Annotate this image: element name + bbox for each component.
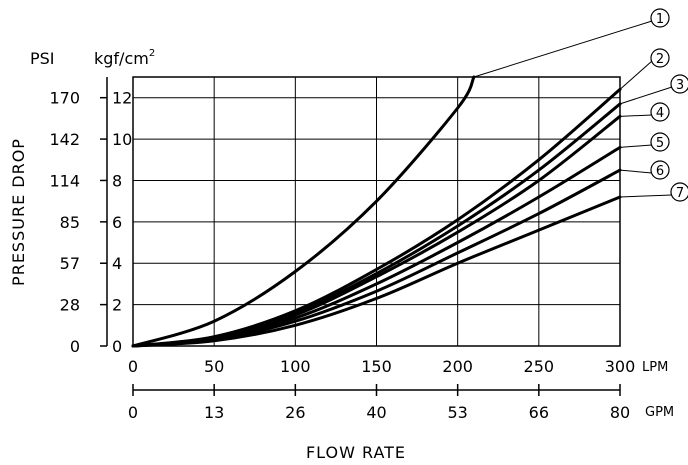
- marker-circle-2: [650, 48, 670, 68]
- marker-leader-5: [619, 144, 653, 148]
- x-tick-label-gpm: 26: [285, 403, 305, 422]
- marker-circle-3: [670, 74, 688, 94]
- marker-circle-6: [650, 160, 670, 180]
- x-axis-lpm-ticks: 0 50 100 150 200 250 300: [128, 357, 635, 376]
- x-tick-label-gpm: 13: [204, 403, 224, 422]
- x-tick-label-lpm: 300: [605, 357, 636, 376]
- series-label-4: 4: [656, 106, 664, 121]
- kgf-unit-base: kgf/cm: [94, 49, 149, 68]
- x-tick-label-lpm: 250: [524, 357, 555, 376]
- y-tick-label-psi: 170: [49, 89, 80, 108]
- y-tick-label-psi: 142: [49, 130, 80, 149]
- lpm-unit-label: LPM: [642, 360, 668, 375]
- marker-leader-3: [619, 86, 673, 105]
- y-tick-label-psi: 0: [70, 337, 80, 356]
- x-axis-gpm-ticks: 0 13 26 40 53 66 80: [128, 384, 630, 422]
- y-axis-title: PRESSURE DROP: [9, 138, 28, 286]
- marker-circle-5: [650, 132, 670, 152]
- x-tick-label-lpm: 150: [361, 357, 392, 376]
- series-label-7: 7: [676, 186, 684, 201]
- x-tick-label-lpm: 200: [442, 357, 473, 376]
- x-axis-title: FLOW RATE: [306, 443, 406, 462]
- marker-circle-7: [670, 182, 688, 202]
- y-tick-label-kgf: 10: [112, 130, 132, 149]
- y-tick-label-psi: 28: [60, 296, 80, 315]
- series-label-5: 5: [656, 136, 664, 151]
- y-tick-label-psi: 114: [49, 171, 80, 190]
- series-label-3: 3: [676, 78, 684, 93]
- series-label-6: 6: [656, 164, 664, 179]
- y-tick-label-kgf: 2: [112, 296, 122, 315]
- x-tick-label-gpm: 80: [610, 403, 630, 422]
- gpm-unit-label: GPM: [645, 405, 674, 420]
- marker-leader-6: [619, 169, 653, 174]
- marker-circle-1: [650, 8, 670, 28]
- x-tick-label-lpm: 0: [128, 357, 138, 376]
- y-tick-label-kgf: 12: [112, 89, 132, 108]
- kgf-unit-label: kgf/cm2: [94, 48, 155, 68]
- x-tick-label-gpm: 40: [366, 403, 386, 422]
- x-tick-label-gpm: 53: [447, 403, 467, 422]
- x-tick-label-gpm: 66: [529, 403, 549, 422]
- curve-1: [131, 75, 476, 348]
- y-axis-ticks: 0 0 2 28 4 57 6 85 8 114 10 142 12 170: [49, 89, 132, 356]
- x-tick-label-lpm: 100: [280, 357, 311, 376]
- y-tick-label-kgf: 8: [112, 171, 122, 190]
- x-tick-label-lpm: 50: [204, 357, 224, 376]
- y-tick-label-psi: 85: [60, 213, 80, 232]
- curves: [131, 75, 622, 348]
- marker-leader-2: [619, 60, 653, 90]
- y-tick-label-kgf: 6: [112, 213, 122, 232]
- marker-circle-4: [650, 102, 670, 122]
- curve-markers: 1 234 5 67: [473, 8, 688, 202]
- y-tick-label-psi: 57: [60, 254, 80, 273]
- y-tick-label-kgf: 0: [112, 337, 122, 356]
- marker-leader-7: [619, 194, 673, 198]
- psi-unit-label: PSI: [30, 49, 55, 68]
- y-tick-label-kgf: 4: [112, 254, 122, 273]
- marker-leader-1: [473, 20, 653, 78]
- series-label-2: 2: [656, 52, 664, 67]
- series-label-1: 1: [656, 12, 664, 27]
- plot-frame: [132, 76, 621, 347]
- marker-leader-4: [619, 114, 653, 117]
- grid: [133, 77, 620, 346]
- kgf-unit-sup: 2: [149, 48, 155, 59]
- x-tick-label-gpm: 0: [128, 403, 138, 422]
- curve-7: [131, 195, 622, 348]
